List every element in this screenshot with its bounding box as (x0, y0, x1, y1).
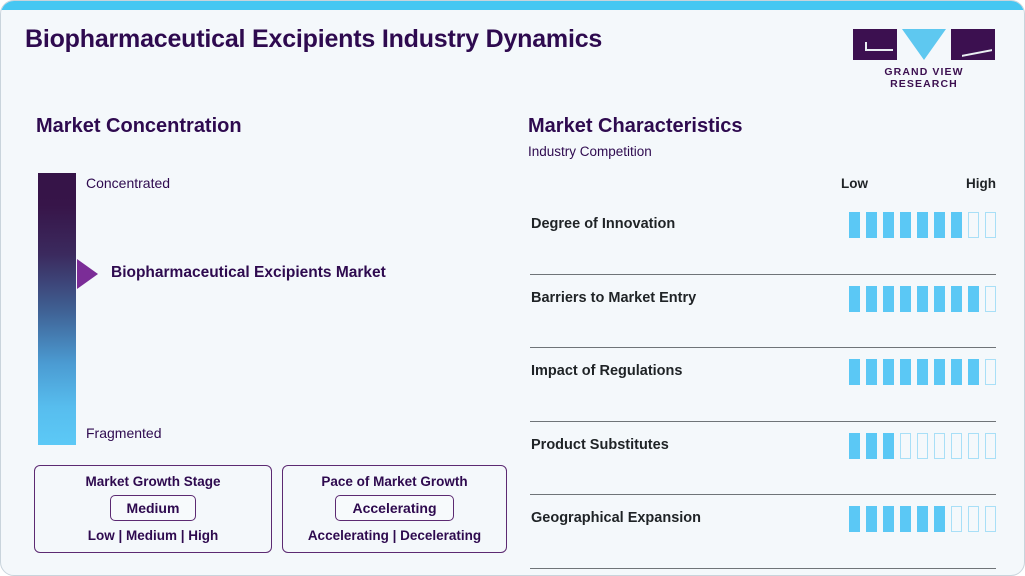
logo-wordmark: GRAND VIEW RESEARCH (884, 66, 964, 90)
market-characteristics-subtitle: Industry Competition (528, 144, 652, 159)
meter-segment-empty (951, 506, 962, 532)
market-characteristics-title: Market Characteristics (528, 115, 743, 137)
growth-stage-scale: Low | Medium | High (87, 528, 219, 543)
meter-segment-filled (968, 285, 979, 312)
characteristic-row: Product Substitutes (530, 422, 996, 495)
meter-segment-filled (951, 285, 962, 312)
pace-of-growth-card: Pace of Market Growth Accelerating Accel… (282, 465, 507, 553)
meter-segment-filled (883, 432, 894, 459)
meter-segment-filled (934, 212, 945, 238)
meter-segment-filled (883, 212, 894, 238)
top-accent-bar (1, 1, 1024, 10)
concentration-gradient-scale (38, 173, 76, 445)
characteristic-label: Barriers to Market Entry (531, 289, 697, 306)
meter-segment-empty (968, 506, 979, 532)
meter-segment-empty (951, 432, 962, 459)
market-position-label: Biopharmaceutical Excipients Market (111, 263, 386, 281)
meter-segment-filled (849, 285, 860, 312)
meter-segment-filled (951, 212, 962, 238)
meter-segment-empty (985, 285, 996, 312)
meter-segment-empty (968, 432, 979, 459)
characteristic-label: Geographical Expansion (531, 510, 702, 526)
characteristic-meter (849, 285, 996, 312)
meter-segment-filled (917, 506, 928, 532)
logo-triangle-icon (902, 29, 946, 60)
axis-label-low: Low (841, 176, 868, 191)
growth-stage-heading: Market Growth Stage (85, 474, 221, 489)
characteristic-meter (849, 359, 996, 385)
meter-segment-empty (985, 432, 996, 459)
characteristic-row: Degree of Innovation (530, 201, 996, 275)
characteristics-rows: Degree of Innovation Barriers to Market E… (530, 201, 996, 569)
pace-scale: Accelerating | Decelerating (307, 528, 482, 543)
brand-logo: GRAND VIEW RESEARCH (850, 29, 998, 90)
meter-segment-empty (900, 432, 911, 459)
scale-label-fragmented: Fragmented (86, 425, 162, 441)
pace-value: Accelerating (335, 495, 454, 521)
meter-segment-filled (866, 359, 877, 385)
characteristic-meter (849, 432, 996, 459)
meter-segment-empty (985, 212, 996, 238)
meter-segment-filled (866, 212, 877, 238)
meter-segment-empty (985, 359, 996, 385)
meter-segment-filled (934, 506, 945, 532)
meter-segment-filled (849, 359, 860, 385)
characteristic-meter (849, 212, 996, 238)
meter-segment-filled (900, 285, 911, 312)
logo-block-right-icon (951, 29, 995, 60)
meter-segment-empty (917, 432, 928, 459)
characteristic-row: Geographical Expansion (530, 495, 996, 569)
meter-segment-filled (883, 506, 894, 532)
meter-segment-filled (849, 506, 860, 532)
market-position-arrow-icon (77, 258, 98, 289)
meter-segment-filled (849, 432, 860, 459)
meter-segment-empty (934, 432, 945, 459)
characteristic-row: Impact of Regulations (530, 348, 996, 422)
logo-marks (850, 29, 998, 60)
characteristic-label: Product Substitutes (531, 436, 669, 453)
market-concentration-title: Market Concentration (36, 115, 242, 137)
meter-segment-filled (917, 359, 928, 385)
characteristic-meter (849, 506, 996, 532)
scale-label-concentrated: Concentrated (86, 175, 171, 191)
meter-segment-filled (934, 359, 945, 385)
meter-segment-filled (951, 359, 962, 385)
meter-segment-filled (934, 285, 945, 312)
meter-segment-filled (900, 212, 911, 238)
market-growth-stage-card: Market Growth Stage Medium Low | Medium … (34, 465, 272, 553)
meter-axis-labels: Low High (841, 176, 996, 191)
meter-segment-filled (883, 285, 894, 312)
meter-segment-filled (849, 212, 860, 238)
axis-label-high: High (966, 176, 996, 191)
meter-segment-empty (968, 212, 979, 238)
meter-segment-filled (866, 285, 877, 312)
meter-segment-filled (883, 359, 894, 385)
meter-segment-filled (866, 506, 877, 532)
page-title: Biopharmaceutical Excipients Industry Dy… (25, 25, 603, 53)
pace-heading: Pace of Market Growth (321, 474, 468, 489)
characteristic-label: Impact of Regulations (531, 363, 683, 379)
growth-stage-value: Medium (109, 495, 197, 521)
meter-segment-empty (985, 506, 996, 532)
characteristic-label: Degree of Innovation (531, 216, 676, 232)
meter-segment-filled (917, 212, 928, 238)
meter-segment-filled (900, 359, 911, 385)
meter-segment-filled (900, 506, 911, 532)
meter-segment-filled (968, 359, 979, 385)
logo-block-left-icon (853, 29, 897, 60)
meter-segment-filled (866, 432, 877, 459)
meter-segment-filled (917, 285, 928, 312)
characteristic-row: Barriers to Market Entry (530, 275, 996, 348)
